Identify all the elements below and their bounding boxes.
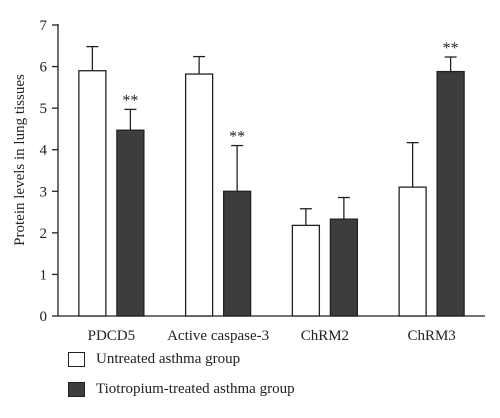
significance-marker: ** <box>443 40 459 57</box>
legend: Untreated asthma group Tiotropium-treate… <box>68 348 295 408</box>
x-axis: PDCD5 Active caspase-3 ChRM2 ChRM3 <box>58 315 485 344</box>
bar <box>436 70 465 317</box>
bar <box>78 70 107 317</box>
x-category-label: PDCD5 <box>88 328 136 344</box>
legend-swatch-untreated <box>68 351 85 367</box>
bar <box>184 73 214 317</box>
y-tick-label: 2 <box>40 226 48 242</box>
y-tick-label: 5 <box>40 101 48 117</box>
bar <box>398 186 427 317</box>
y-tick-label: 7 <box>40 18 48 34</box>
y-tick-label: 3 <box>40 184 48 200</box>
y-axis-title: Protein levels in lung tissues <box>12 74 28 246</box>
bar <box>329 218 359 317</box>
legend-label-untreated: Untreated asthma group <box>96 350 241 367</box>
x-category-label: Active caspase-3 <box>167 328 269 344</box>
bar <box>116 129 145 317</box>
bar <box>222 190 252 317</box>
x-category-label: ChRM3 <box>407 328 455 344</box>
bars: ** ** ** <box>78 40 465 317</box>
legend-item-tiotropium: Tiotropium-treated asthma group <box>68 378 295 400</box>
legend-label-tiotropium: Tiotropium-treated asthma group <box>96 380 295 397</box>
significance-marker: ** <box>122 92 138 109</box>
y-tick-label: 6 <box>40 60 48 76</box>
x-category-label: ChRM2 <box>301 328 349 344</box>
legend-swatch-tiotropium <box>68 381 85 397</box>
y-tick-label: 0 <box>40 309 48 325</box>
legend-item-untreated: Untreated asthma group <box>68 348 295 370</box>
y-axis: 0 1 2 3 4 5 6 7 <box>40 18 59 325</box>
y-tick-label: 1 <box>40 267 48 283</box>
y-tick-label: 4 <box>40 143 48 159</box>
bar <box>291 224 321 317</box>
significance-marker: ** <box>229 129 245 146</box>
